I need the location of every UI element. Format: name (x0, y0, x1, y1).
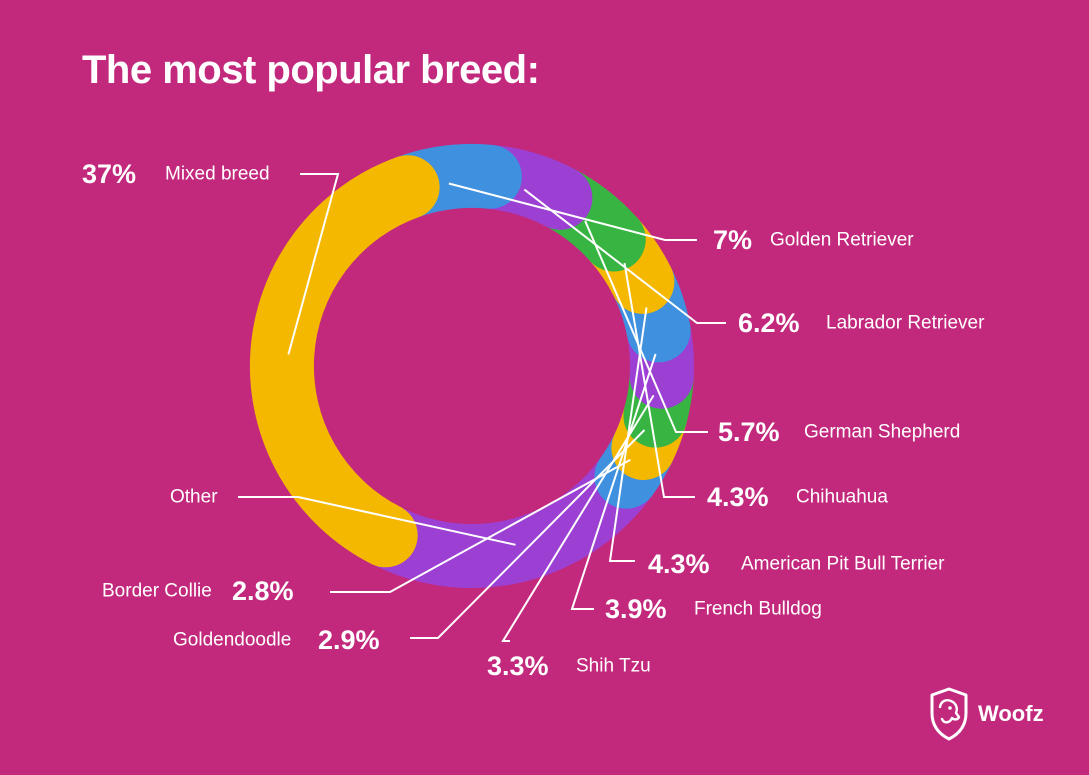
leader-line-german-shepherd (584, 220, 708, 433)
slice-name-german-shepherd: German Shepherd (804, 422, 960, 443)
slice-name-chihuahua: Chihuahua (796, 487, 888, 508)
slice-name-labrador-retriever: Labrador Retriever (826, 313, 985, 334)
chart-title: The most popular breed: (82, 48, 540, 92)
value-label-mixed-breed: 37% (82, 159, 136, 189)
dog-shield-icon (930, 687, 968, 741)
slice-name-golden-retriever: Golden Retriever (770, 230, 914, 251)
brand-name: Woofz (978, 701, 1044, 726)
leader-line-mixed-breed (287, 173, 340, 355)
leader-line-labrador-retriever (523, 188, 726, 324)
donut-ring (249, 143, 694, 589)
slice-other (353, 444, 659, 589)
brand-logo: Woofz (928, 686, 1044, 742)
slice-name-mixed-breed: Mixed breed (165, 164, 270, 185)
slice-name-border-collie: Border Collie (102, 581, 212, 602)
leader-line-other (238, 496, 516, 546)
leader-line-goldendoodle (410, 429, 646, 639)
value-label-american-pit-bull-terrier: 4.3% (648, 549, 710, 579)
value-label-border-collie: 2.8% (232, 576, 294, 606)
value-label-french-bulldog: 3.9% (605, 594, 667, 624)
value-label-shih-tzu: 3.3% (487, 651, 549, 681)
slice-name-goldendoodle: Goldendoodle (173, 630, 291, 651)
value-label-goldendoodle: 2.9% (318, 625, 380, 655)
leader-line-border-collie (330, 458, 631, 593)
slice-labels: 37% Mixed breed 7% Golden Retriever 6.2% Labr… (82, 159, 985, 681)
value-label-chihuahua: 4.3% (707, 482, 769, 512)
value-label-german-shepherd: 5.7% (718, 417, 780, 447)
slice-name-french-bulldog: French Bulldog (694, 599, 822, 620)
value-label-labrador-retriever: 6.2% (738, 308, 800, 338)
leader-lines (238, 173, 726, 642)
slice-name-american-pit-bull-terrier: American Pit Bull Terrier (741, 554, 945, 575)
slice-name-shih-tzu: Shih Tzu (576, 656, 651, 677)
leader-line-golden-retriever (448, 182, 697, 241)
value-label-golden-retriever: 7% (713, 225, 752, 255)
leader-line-shih-tzu (501, 394, 655, 642)
slice-mixed-breed (249, 155, 440, 568)
slice-name-other: Other (170, 487, 218, 508)
leader-line-american-pit-bull-terrier (608, 307, 648, 562)
leader-line-chihuahua (623, 262, 695, 498)
